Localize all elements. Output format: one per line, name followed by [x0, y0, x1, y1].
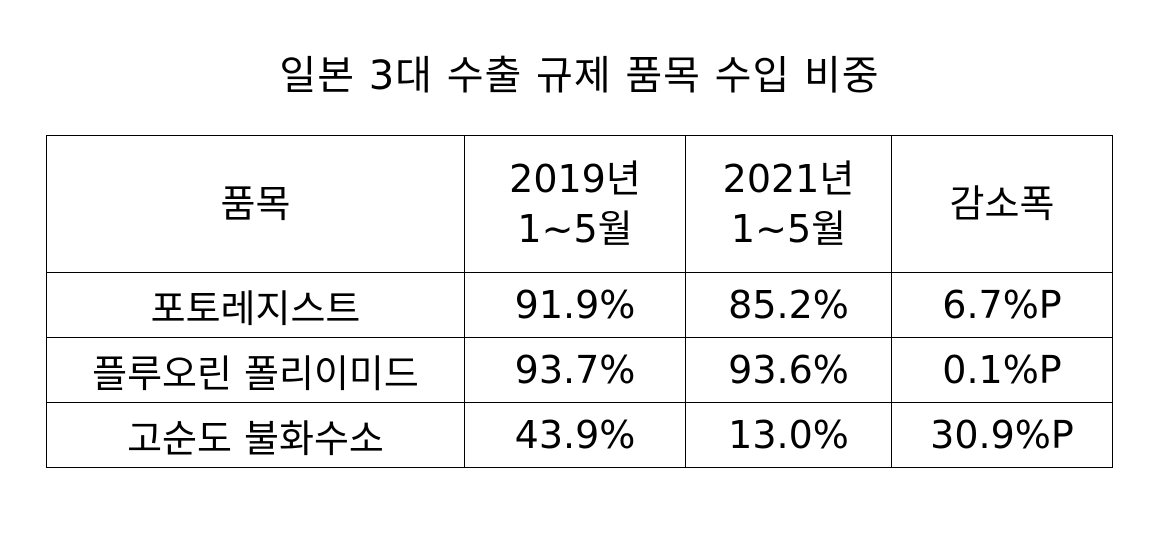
item-name: 고순도 불화수소 — [46, 402, 465, 468]
header-2019-year: 2019년 — [509, 157, 641, 201]
decrease-value: 0.1%P — [891, 337, 1113, 403]
share-2019: 93.7% — [464, 337, 686, 403]
share-2021: 13.0% — [685, 402, 892, 468]
share-2021: 93.6% — [685, 337, 892, 403]
header-2021-period: 1~5월 — [730, 207, 847, 251]
table-row: 고순도 불화수소 43.9% 13.0% 30.9%P — [46, 402, 1113, 468]
decrease-value: 30.9%P — [891, 402, 1113, 468]
header-item: 품목 — [46, 135, 465, 273]
header-2019-period: 1~5월 — [517, 207, 633, 251]
header-2021-year: 2021년 — [722, 157, 855, 201]
header-item-label: 품목 — [220, 182, 291, 226]
header-2021: 2021년 1~5월 — [685, 135, 892, 273]
share-2021: 85.2% — [685, 272, 892, 338]
share-2019: 91.9% — [464, 272, 686, 338]
import-share-table: 품목 2019년 1~5월 2021년 1~5월 감소폭 포토레지스트 91.9… — [46, 135, 1113, 468]
table-row: 포토레지스트 91.9% 85.2% 6.7%P — [46, 272, 1113, 338]
decrease-value: 6.7%P — [891, 272, 1113, 338]
item-name: 포토레지스트 — [46, 272, 465, 338]
header-2019: 2019년 1~5월 — [464, 135, 686, 273]
table-header-row: 품목 2019년 1~5월 2021년 1~5월 감소폭 — [46, 135, 1113, 273]
header-decrease: 감소폭 — [891, 135, 1113, 273]
table-row: 플루오린 폴리이미드 93.7% 93.6% 0.1%P — [46, 337, 1113, 403]
header-decrease-label: 감소폭 — [949, 182, 1055, 226]
page-title: 일본 3대 수출 규제 품목 수입 비중 — [279, 53, 880, 99]
share-2019: 43.9% — [464, 402, 686, 468]
item-name: 플루오린 폴리이미드 — [46, 337, 465, 403]
